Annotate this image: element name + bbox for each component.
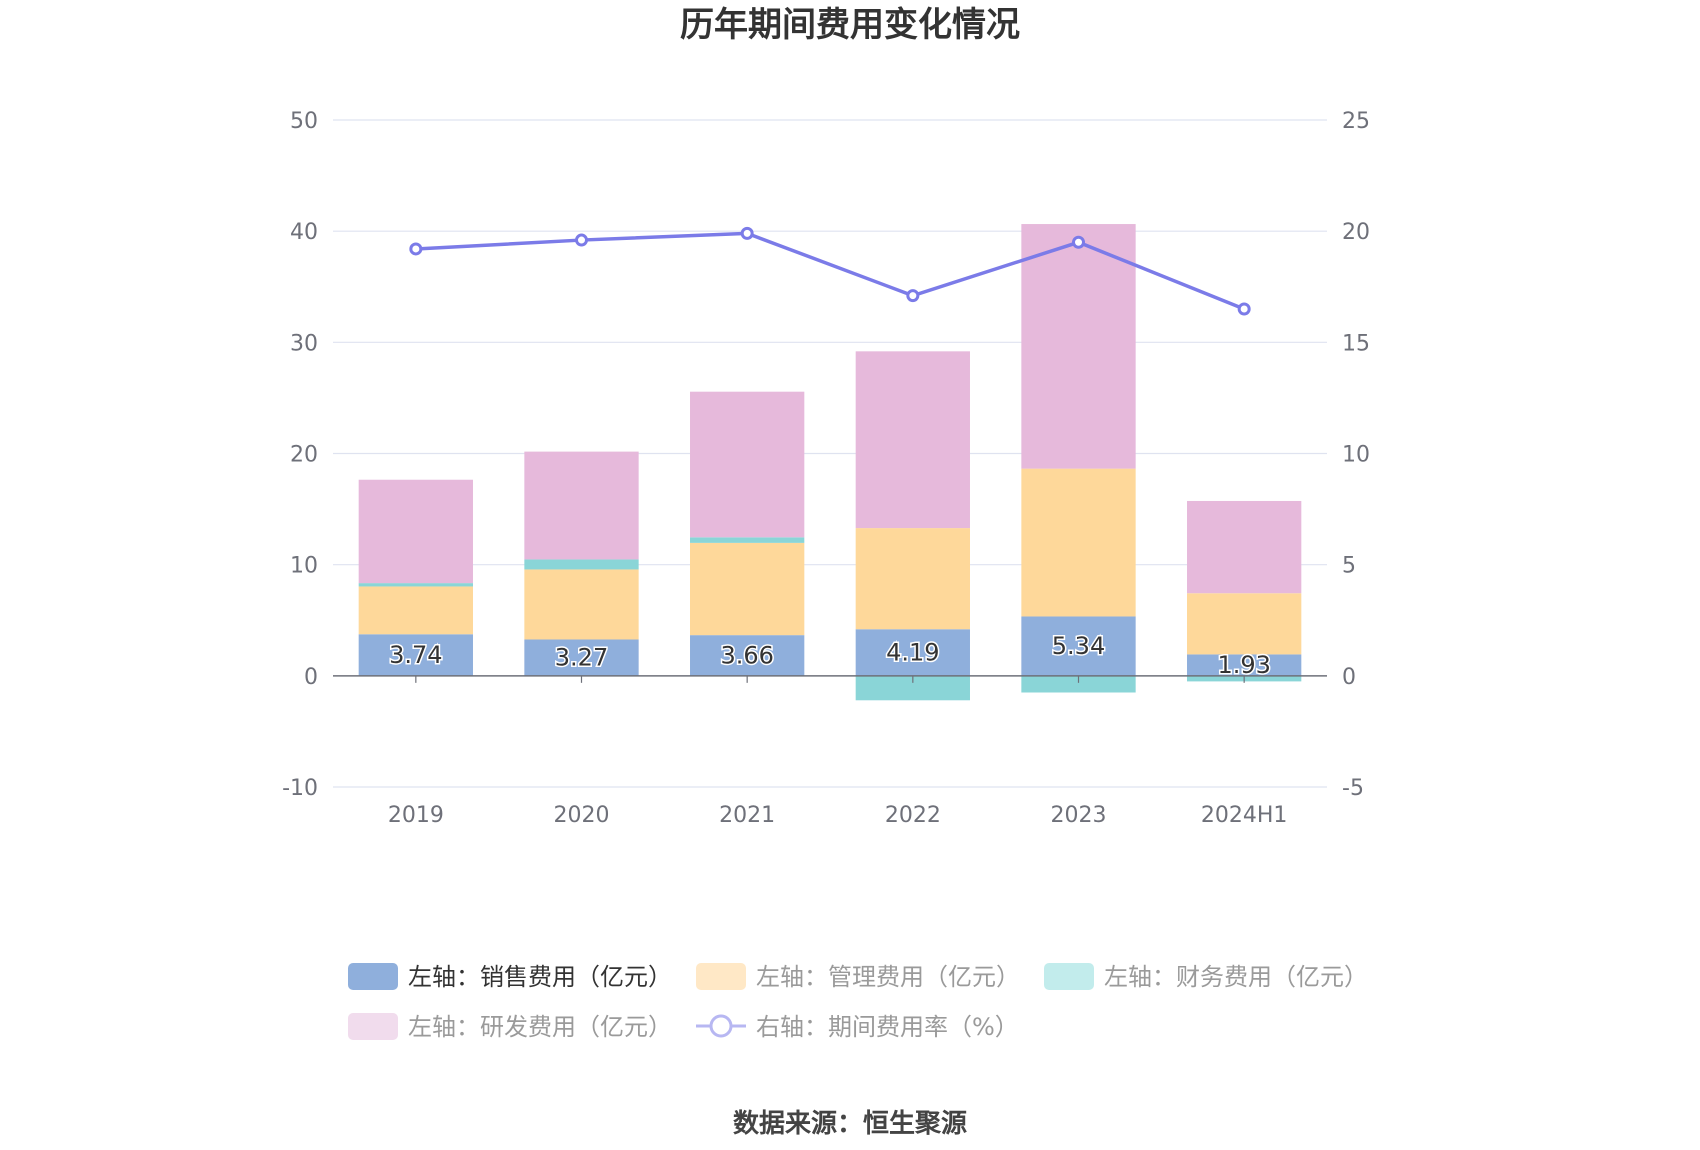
rate-point: [906, 289, 920, 303]
legend-swatch: [348, 963, 398, 990]
rate-line-series: [409, 226, 1251, 316]
legend[interactable]: 左轴：销售费用（亿元） 左轴：管理费用（亿元） 左轴：财务费用（亿元） 左轴：研发费用…: [348, 963, 1368, 1041]
chart-title: 历年期间费用变化情况: [680, 5, 1020, 45]
legend-item-4[interactable]: 右轴：期间费用率（%）: [696, 1013, 1019, 1041]
bar-series-0: [855, 629, 970, 676]
data-label: 3.66: [720, 641, 773, 669]
left-tick-label: 50: [290, 109, 318, 134]
bar-series-2: [524, 559, 639, 570]
bar-series-1: [524, 569, 639, 640]
legend-label: 左轴：财务费用（亿元）: [1104, 963, 1368, 991]
rate-point: [409, 242, 423, 256]
bar-series-1: [690, 542, 805, 636]
bar-series-3: [1187, 500, 1302, 594]
left-tick-label: 30: [290, 331, 318, 356]
legend-item-1[interactable]: 左轴：管理费用（亿元）: [696, 963, 1020, 991]
x-tick-label: 2019: [388, 803, 444, 828]
x-tick-label: 2022: [885, 803, 941, 828]
legend-item-0[interactable]: 左轴：销售费用（亿元）: [348, 963, 672, 991]
rate-point: [1237, 302, 1251, 316]
legend-marker: [709, 1014, 733, 1038]
bar-series-3: [690, 391, 805, 538]
bar-series: [358, 224, 1302, 701]
right-tick-label: 15: [1342, 331, 1370, 356]
legend-swatch: [348, 1013, 398, 1040]
bar-series-0: [358, 634, 473, 676]
data-label: 1.93: [1217, 651, 1270, 679]
rate-line: [415, 231, 1245, 311]
rate-point: [1072, 235, 1085, 249]
right-tick-label: 0: [1342, 665, 1356, 690]
right-tick-label: 10: [1342, 443, 1370, 468]
legend-label: 右轴：期间费用率（%）: [756, 1013, 1019, 1041]
legend-label: 左轴：销售费用（亿元）: [408, 963, 672, 991]
bar-series-1: [855, 528, 970, 630]
x-tick-label: 2021: [719, 803, 775, 828]
x-tick-label: 2020: [554, 803, 610, 828]
grid-lines: [333, 119, 1327, 788]
data-label: 3.27: [555, 644, 608, 672]
legend-label: 左轴：管理费用（亿元）: [756, 963, 1020, 991]
data-label: 5.34: [1052, 632, 1105, 660]
legend-item-3[interactable]: 左轴：研发费用（亿元）: [348, 1013, 672, 1041]
left-tick-label: 20: [290, 443, 318, 468]
right-axis-ticks: -5 0 5 10 15 20 25: [1342, 109, 1370, 801]
bar-series-0: [690, 635, 805, 676]
bar-series-2: [1021, 675, 1136, 693]
bar-series-0: [1187, 654, 1302, 676]
bar-series-3: [855, 351, 970, 529]
left-tick-label: 10: [290, 554, 318, 579]
legend-swatch: [696, 963, 746, 990]
bar-series-3: [1021, 224, 1136, 469]
left-tick-label: -10: [282, 776, 318, 801]
sales-data-labels: 3.74 3.27 3.66 4.19 5.34 1.93: [388, 631, 1273, 681]
left-tick-label: 40: [290, 220, 318, 245]
x-axis-ticks: 2019 2020 2021 2022 2023 2024H1: [388, 675, 1288, 828]
left-axis-ticks: -10 0 10 20 30 40 50: [282, 109, 318, 801]
bar-series-3: [524, 451, 639, 560]
legend-swatch: [1044, 963, 1094, 990]
source-note: 数据来源：恒生聚源: [733, 1109, 967, 1139]
data-label: 3.74: [389, 641, 442, 669]
rate-point: [575, 233, 588, 247]
right-tick-label: 20: [1342, 220, 1370, 245]
x-tick-label: 2023: [1051, 803, 1107, 828]
right-tick-label: 5: [1342, 554, 1356, 579]
bar-series-1: [358, 586, 473, 635]
data-label: 4.19: [886, 639, 939, 667]
legend-label: 左轴：研发费用（亿元）: [408, 1013, 672, 1041]
right-tick-label: -5: [1342, 776, 1364, 801]
right-tick-label: 25: [1342, 109, 1370, 134]
left-tick-label: 0: [304, 665, 318, 690]
rate-point: [740, 226, 754, 240]
bar-series-2: [690, 537, 805, 543]
bar-series-1: [1021, 468, 1136, 617]
bar-series-3: [358, 479, 473, 584]
bar-series-0: [524, 639, 639, 676]
bar-series-2: [358, 583, 473, 587]
x-tick-label: 2024H1: [1201, 803, 1288, 828]
bar-series-0: [1021, 616, 1136, 676]
bar-series-1: [1187, 593, 1302, 655]
legend-item-2[interactable]: 左轴：财务费用（亿元）: [1044, 963, 1368, 991]
